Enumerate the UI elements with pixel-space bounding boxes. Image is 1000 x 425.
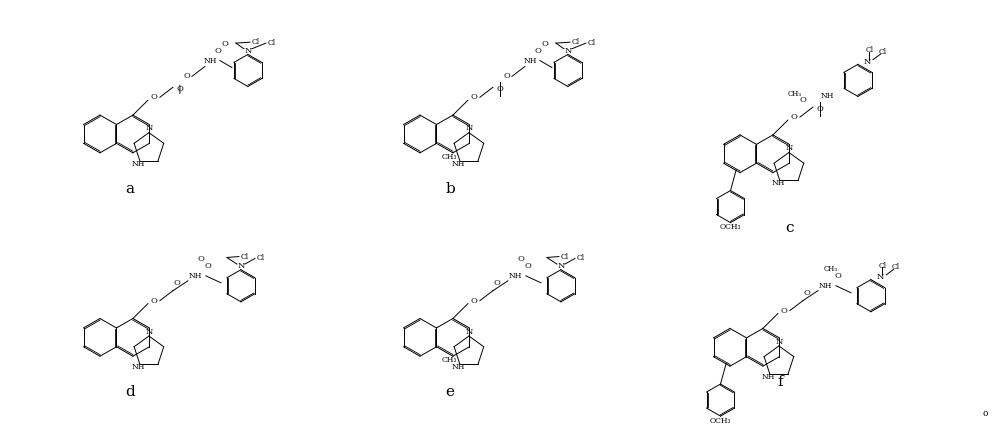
- Text: O: O: [790, 113, 797, 121]
- Text: Cl: Cl: [878, 261, 886, 269]
- Text: NH: NH: [771, 179, 785, 187]
- Text: NH: NH: [761, 373, 775, 381]
- Text: O: O: [470, 297, 477, 305]
- Text: Cl: Cl: [257, 255, 265, 262]
- Text: NH: NH: [203, 57, 217, 65]
- Text: N: N: [557, 262, 565, 270]
- Text: Cl: Cl: [577, 255, 585, 262]
- Text: O: O: [524, 262, 531, 270]
- Text: CH₃: CH₃: [788, 90, 802, 98]
- Text: CH₃: CH₃: [441, 153, 457, 161]
- Text: Cl: Cl: [865, 46, 873, 54]
- Text: O: O: [816, 105, 823, 113]
- Text: Cl: Cl: [561, 252, 569, 261]
- Text: N: N: [237, 262, 245, 270]
- Text: OCH₃: OCH₃: [710, 417, 731, 425]
- Text: Cl: Cl: [588, 39, 596, 47]
- Text: d: d: [125, 385, 135, 399]
- Text: CH₃: CH₃: [441, 356, 457, 364]
- Text: N: N: [466, 328, 473, 336]
- Text: O: O: [470, 93, 477, 101]
- Text: O: O: [183, 72, 190, 80]
- Text: N: N: [466, 125, 473, 133]
- Text: o: o: [982, 409, 988, 418]
- Text: NH: NH: [131, 159, 145, 167]
- Text: NH: NH: [451, 363, 465, 371]
- Text: N: N: [776, 338, 783, 346]
- Text: b: b: [445, 181, 455, 196]
- Text: a: a: [126, 181, 134, 196]
- Text: NH: NH: [508, 272, 522, 280]
- Text: O: O: [204, 262, 211, 270]
- Text: NH: NH: [523, 57, 537, 65]
- Text: O: O: [534, 47, 541, 54]
- Text: NH: NH: [188, 272, 202, 280]
- Text: Cl: Cl: [572, 38, 580, 46]
- Text: CH₃: CH₃: [824, 265, 838, 273]
- Text: O: O: [197, 255, 204, 263]
- Text: O: O: [150, 297, 157, 305]
- Text: O: O: [496, 85, 503, 94]
- Text: e: e: [446, 385, 454, 399]
- Text: c: c: [786, 221, 794, 235]
- Text: O: O: [493, 279, 500, 287]
- Text: N: N: [146, 125, 153, 133]
- Text: Cl: Cl: [892, 264, 900, 272]
- Text: O: O: [503, 72, 510, 80]
- Text: O: O: [176, 85, 183, 94]
- Text: O: O: [803, 289, 810, 297]
- Text: Cl: Cl: [241, 252, 249, 261]
- Text: O: O: [517, 255, 524, 263]
- Text: N: N: [877, 273, 884, 281]
- Text: O: O: [799, 96, 806, 104]
- Text: Cl: Cl: [252, 38, 260, 46]
- Text: OCH₃: OCH₃: [720, 223, 741, 231]
- Text: N: N: [786, 144, 793, 152]
- Text: N: N: [564, 47, 572, 55]
- Text: NH: NH: [451, 159, 465, 167]
- Text: O: O: [834, 272, 841, 280]
- Text: O: O: [541, 40, 548, 48]
- Text: NH: NH: [818, 282, 832, 290]
- Text: N: N: [864, 57, 871, 65]
- Text: f: f: [777, 375, 783, 389]
- Text: O: O: [173, 279, 180, 287]
- Text: O: O: [780, 306, 787, 314]
- Text: O: O: [221, 40, 228, 48]
- Text: NH: NH: [820, 92, 834, 100]
- Text: O: O: [214, 47, 221, 54]
- Text: NH: NH: [131, 363, 145, 371]
- Text: Cl: Cl: [268, 39, 276, 47]
- Text: N: N: [146, 328, 153, 336]
- Text: N: N: [244, 47, 252, 55]
- Text: O: O: [150, 93, 157, 101]
- Text: Cl: Cl: [879, 48, 887, 56]
